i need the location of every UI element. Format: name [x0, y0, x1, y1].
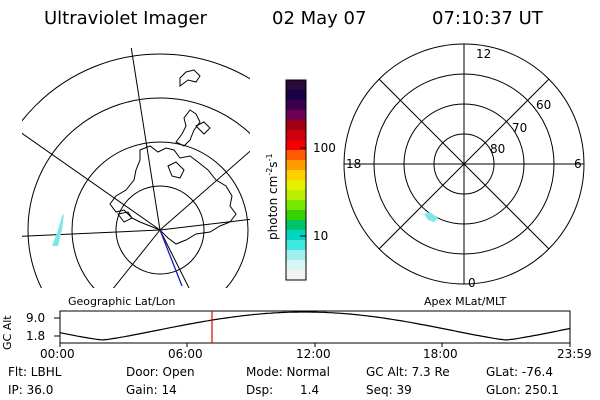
- colorbar-tick-100: 100: [313, 141, 336, 155]
- color-bar-segment: [286, 140, 306, 151]
- magnetic-polar-plot: [343, 43, 585, 285]
- color-bar-segment: [286, 260, 306, 271]
- mlt-label-18: 18: [346, 157, 362, 171]
- ytick-1.8: 1.8: [26, 329, 46, 343]
- footer-seq: Seq: 39: [366, 383, 412, 397]
- xtick-1800: 18:00: [423, 347, 458, 361]
- color-bar-segment: [286, 100, 306, 111]
- color-bar-segment: [286, 250, 306, 261]
- mlt-label-0: 0: [468, 276, 476, 290]
- altitude-curve: [59, 311, 571, 341]
- color-bar-segment: [286, 190, 306, 201]
- color-bar-segment: [286, 160, 306, 171]
- color-bar-segment: [286, 230, 306, 241]
- xtick-0000: 00:00: [40, 347, 75, 361]
- mlat-label-70: 70: [512, 121, 528, 135]
- track-line: [159, 229, 183, 287]
- footer-door: Door: Open: [126, 365, 195, 379]
- mlat-label-60: 60: [536, 98, 552, 112]
- color-bar-segment: [286, 120, 306, 131]
- color-bar-segment: [286, 80, 306, 91]
- footer-flt: Flt: LBHL: [8, 365, 62, 379]
- color-bar-segment: [286, 170, 306, 181]
- date-label: 02 May 07: [272, 8, 367, 29]
- color-bar-segment: [286, 270, 306, 281]
- color-bar-segment: [286, 240, 306, 251]
- aurora-patch-mag: [424, 212, 438, 222]
- color-bar: [286, 80, 306, 281]
- color-bar-segment: [286, 180, 306, 191]
- xtick-0600: 06:00: [168, 347, 203, 361]
- time-label: 07:10:37 UT: [432, 8, 543, 29]
- apex-caption: Apex MLat/MLT: [424, 295, 507, 308]
- footer-dsp-value: 1.4: [300, 383, 320, 397]
- colorbar-unit-label: photon cm-2s-1: [265, 153, 280, 240]
- footer-glat: GLat: -76.4: [486, 365, 553, 379]
- coastline: [109, 69, 237, 245]
- color-bar-frame: [285, 79, 307, 281]
- color-bar-segment: [286, 110, 306, 121]
- color-bar-segment: [286, 150, 306, 161]
- mlt-label-6: 6: [574, 157, 582, 171]
- footer-ip: IP: 36.0: [8, 383, 54, 397]
- aurora-patch-geo: [52, 214, 64, 246]
- xtick-1200: 12:00: [296, 347, 331, 361]
- footer-mode: Mode: Normal: [246, 365, 330, 379]
- colorbar-tick-10: 10: [313, 229, 329, 243]
- footer-gc-alt: GC Alt: 7.3 Re: [366, 365, 450, 379]
- instrument-title: Ultraviolet Imager: [44, 8, 207, 29]
- color-bar-segment: [286, 210, 306, 221]
- color-bar-segment: [286, 220, 306, 231]
- mlt-label-12: 12: [476, 47, 492, 61]
- color-bar-segment: [286, 130, 306, 141]
- mlat-label-80: 80: [490, 142, 506, 156]
- color-bar-segment: [286, 90, 306, 101]
- ytick-9: 9.0: [26, 311, 46, 325]
- geo-caption: Geographic Lat/Lon: [68, 295, 176, 308]
- geographic-map: [22, 48, 250, 288]
- footer-glon: GLon: 250.1: [486, 383, 559, 397]
- color-bar-segment: [286, 200, 306, 211]
- footer-gain: Gain: 14: [126, 383, 177, 397]
- footer-dsp-label: Dsp:: [246, 383, 274, 397]
- timeline-ylabel: GC Alt: [1, 315, 14, 350]
- xtick-2359: 23:59: [557, 347, 592, 361]
